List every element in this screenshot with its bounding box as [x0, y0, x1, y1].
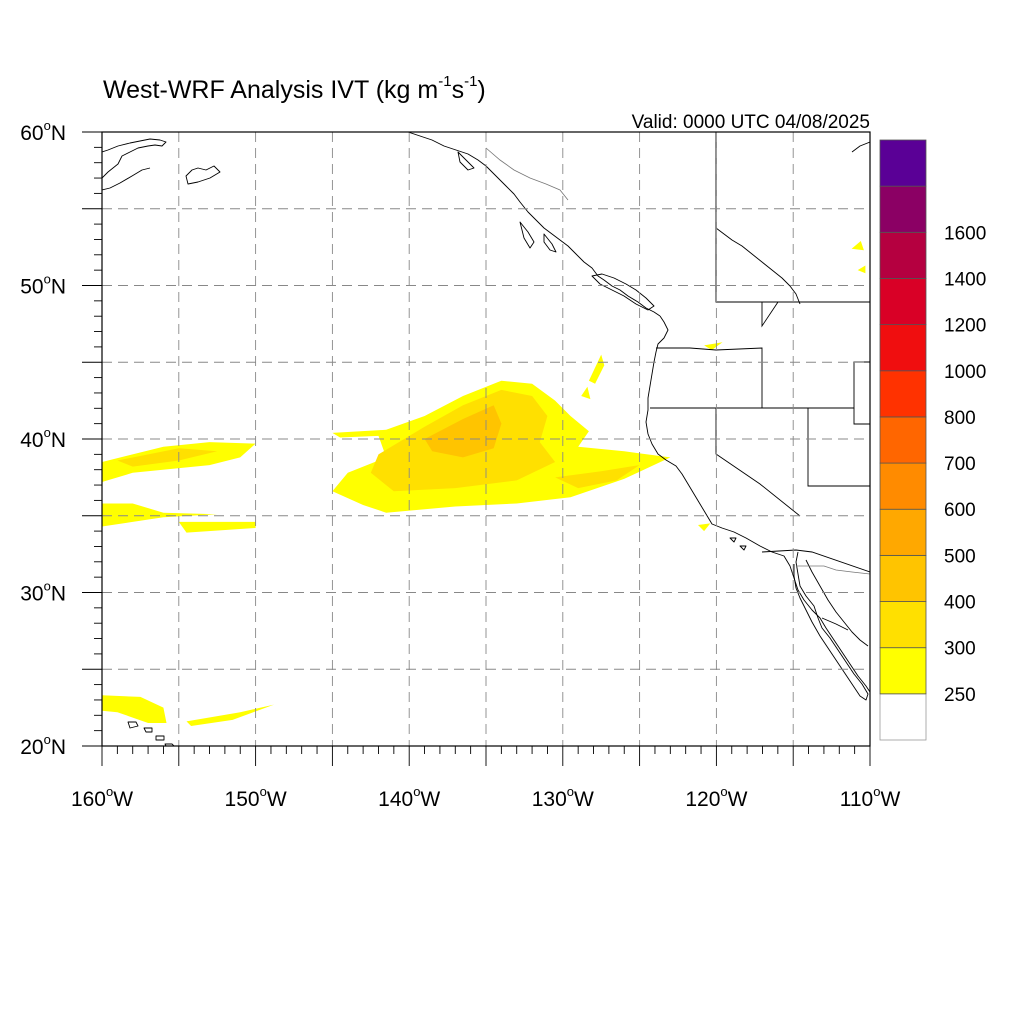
colorbar-box — [879, 554, 927, 602]
lat-labels: 60oN 50oN 40oN 30oN 20oN — [20, 118, 66, 759]
colorbar-label: 400 — [944, 593, 976, 614]
lon-tick-label: 110oW — [840, 784, 901, 811]
ivt-region-250 — [851, 241, 864, 251]
valid-time-label: Valid: 0000 UTC 04/08/2025 — [632, 112, 870, 133]
colorbar-box — [879, 416, 927, 464]
colorbar-label: 1000 — [944, 362, 986, 383]
ivt-region-250 — [857, 265, 866, 274]
colorbar-label: 800 — [944, 408, 976, 429]
colorbar-box — [879, 139, 927, 187]
ivt-region-300 — [555, 465, 640, 489]
map-grid — [102, 132, 870, 746]
ivt-region-250 — [704, 342, 723, 350]
lat-tick-label: 40oN — [20, 425, 66, 452]
lat-tick-label: 30oN — [20, 579, 66, 606]
lat-tick-label: 20oN — [20, 732, 66, 759]
ivt-region-250 — [581, 386, 591, 400]
colorbar-label: 1200 — [944, 316, 986, 337]
lon-labels: 160oW 150oW 140oW 130oW 120oW 110oW — [71, 784, 901, 811]
colorbar-box — [879, 185, 927, 233]
colorbar: 250 300 400 500 600 700 800 1000 1200 1400 1600 — [879, 139, 986, 741]
ivt-region-250 — [102, 695, 167, 723]
ivt-region-400 — [424, 405, 502, 458]
colorbar-box — [879, 693, 927, 741]
lon-tick-label: 160oW — [71, 784, 133, 811]
colorbar-label: 300 — [944, 639, 976, 660]
ivt-region-250 — [178, 521, 256, 533]
colorbar-label: 1400 — [944, 269, 986, 290]
lon-tick-label: 140oW — [378, 784, 440, 811]
lat-tick-label: 50oN — [20, 272, 66, 299]
colorbar-box — [879, 462, 927, 510]
colorbar-box — [879, 324, 927, 372]
colorbar-box — [879, 601, 927, 649]
colorbar-box — [879, 370, 927, 418]
lon-tick-label: 120oW — [685, 784, 747, 811]
ivt-region-250 — [102, 442, 256, 482]
colorbar-box — [879, 508, 927, 556]
lon-tick-label: 130oW — [532, 784, 594, 811]
lon-tick-label: 150oW — [225, 784, 287, 811]
coastline-gray — [485, 147, 870, 575]
ivt-region-250 — [102, 503, 218, 527]
colorbar-box — [879, 231, 927, 279]
colorbar-label: 700 — [944, 454, 976, 475]
ivt-region-250 — [186, 704, 274, 726]
map-title: West-WRF Analysis IVT (kg m-1s-1) — [103, 73, 486, 104]
ivt-region-300 — [117, 448, 218, 467]
coastlines — [102, 132, 870, 746]
lat-tick-label: 60oN — [20, 118, 66, 145]
colorbar-box — [879, 647, 927, 695]
colorbar-label: 1600 — [944, 223, 986, 244]
colorbar-label: 500 — [944, 546, 976, 567]
map-frame — [101, 131, 871, 747]
colorbar-label: 600 — [944, 500, 976, 521]
map-ticks — [82, 131, 871, 766]
colorbar-label: 250 — [944, 685, 976, 706]
ivt-region-250 — [698, 523, 711, 532]
colorbar-box — [879, 278, 927, 326]
